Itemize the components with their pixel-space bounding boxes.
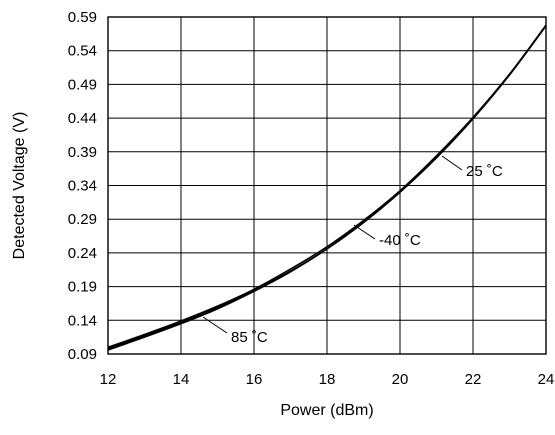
annotation-leader-line: [441, 155, 463, 171]
annotation-label: -40 ˚C: [379, 232, 421, 249]
y-tick-label: 0.39: [68, 144, 97, 161]
grid: [107, 16, 547, 355]
y-tick-label: 0.49: [68, 76, 97, 93]
y-tick-label: 0.09: [68, 346, 97, 363]
plot-area-frame: [107, 16, 547, 355]
x-axis-title: Power (dBm): [280, 402, 373, 419]
y-tick-label: 0.14: [68, 312, 97, 329]
x-axis-ticks: 12 14 16 18 20 22 24: [100, 371, 555, 388]
annotation-leader-line: [202, 316, 228, 334]
series-line-85c: [107, 25, 547, 351]
y-tick-label: 0.24: [68, 245, 97, 262]
annotation-label: 85 ˚C: [231, 329, 268, 346]
y-tick-label: 0.59: [68, 9, 97, 26]
annotations: 25 ˚C -40 ˚C 85 ˚C: [202, 155, 503, 346]
annotation-label: 25 ˚C: [466, 163, 503, 180]
x-tick-label: 16: [246, 371, 263, 388]
x-tick-label: 14: [173, 371, 190, 388]
annotation-leader-line: [353, 224, 376, 240]
y-tick-label: 0.34: [68, 178, 97, 195]
y-tick-label: 0.44: [68, 110, 97, 127]
y-axis-title: Detected Voltage (V): [11, 112, 28, 260]
y-tick-label: 0.19: [68, 279, 97, 296]
x-tick-label: 24: [538, 371, 555, 388]
series-group: [107, 24, 547, 351]
x-tick-label: 22: [465, 371, 482, 388]
y-tick-label: 0.29: [68, 211, 97, 228]
x-tick-label: 20: [392, 371, 409, 388]
y-axis-ticks: 0.59 0.54 0.49 0.44 0.39 0.34 0.29 0.24 0.19 0.14…: [68, 9, 97, 363]
y-tick-label: 0.54: [68, 43, 97, 60]
x-tick-label: 12: [100, 371, 117, 388]
x-tick-label: 18: [319, 371, 336, 388]
